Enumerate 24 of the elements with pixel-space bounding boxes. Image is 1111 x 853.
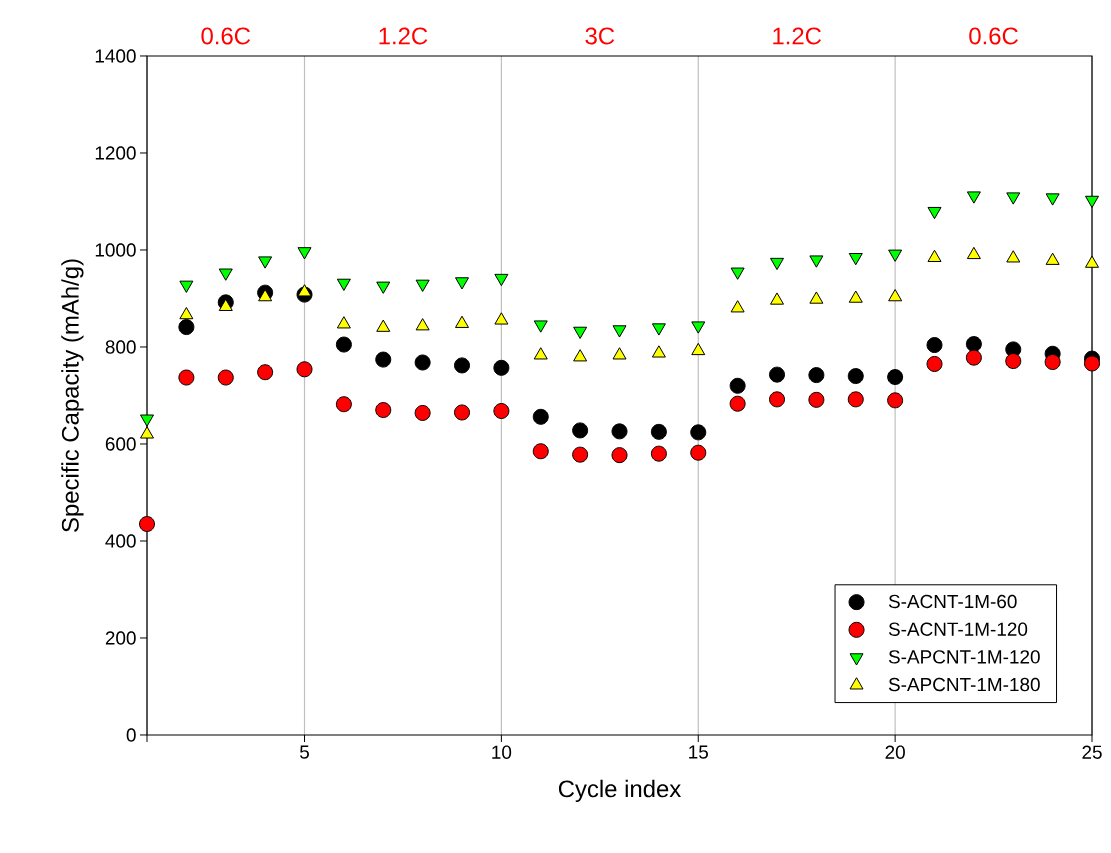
legend-label: S-APCNT-1M-180 <box>888 677 1040 692</box>
y-tick-label: 400 <box>105 534 136 548</box>
legend-label: S-APCNT-1M-120 <box>888 650 1040 664</box>
y-tick-label: 1000 <box>95 243 136 257</box>
x-tick-label: 20 <box>885 745 905 759</box>
y-axis-title: Specific Capacity (mAh/g) <box>61 259 84 532</box>
text: 0.6C <box>969 27 1018 45</box>
y-tick-label: 800 <box>105 340 136 354</box>
x-tick-label: 15 <box>689 745 708 759</box>
legend-label: S-ACNT-1M-120 <box>888 622 1028 636</box>
y-tick-label: 0 <box>126 728 136 742</box>
x-tick-label: 25 <box>1082 745 1102 759</box>
x-tick-label: 10 <box>492 745 512 759</box>
legend-label: S-ACNT-1M-60 <box>888 594 1017 609</box>
text: 3C <box>585 27 615 45</box>
x-tick-label: 5 <box>300 745 309 759</box>
y-tick-label: 200 <box>105 631 136 645</box>
text: 1.2C <box>379 27 428 45</box>
y-tick-label: 600 <box>105 437 136 451</box>
y-tick-label: 1400 <box>95 49 136 63</box>
text: 1.2C <box>773 27 822 45</box>
y-tick-label: 1200 <box>95 146 136 160</box>
text: 0.6C <box>201 27 251 45</box>
x-axis-title: Cycle index <box>558 779 682 803</box>
